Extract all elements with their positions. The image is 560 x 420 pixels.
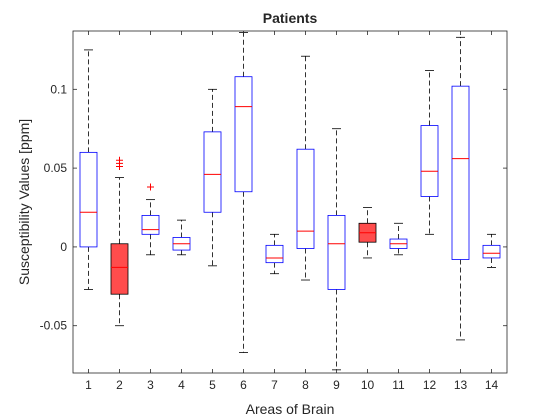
box-body <box>79 151 98 248</box>
box-body <box>265 244 284 264</box>
chart-title: Patients <box>263 10 318 26</box>
y-tick-label: 0 <box>60 240 67 254</box>
x-tick-label: 8 <box>302 378 309 392</box>
x-tick-label: 7 <box>271 378 278 392</box>
x-tick-label: 1 <box>85 378 92 392</box>
box-body <box>420 125 439 197</box>
x-tick-label: 4 <box>178 378 185 392</box>
y-tick-label: -0.05 <box>40 319 68 333</box>
box-body <box>141 214 160 235</box>
box-body <box>110 243 129 295</box>
box-body <box>482 244 501 259</box>
y-axis-label: Susceptibility Values [ppm] <box>16 119 32 285</box>
x-tick-label: 13 <box>454 378 468 392</box>
outlier-marker <box>116 156 123 164</box>
x-axis-label: Areas of Brain <box>246 401 335 417</box>
x-tick-label: 11 <box>392 378 405 392</box>
box-body <box>451 85 470 260</box>
box-body <box>327 214 346 290</box>
x-tick-label: 14 <box>485 378 499 392</box>
box-body <box>203 131 222 213</box>
x-tick-label: 2 <box>116 378 123 392</box>
chart-marks <box>79 32 501 371</box>
x-tick-label: 3 <box>147 378 154 392</box>
box-body <box>234 76 253 193</box>
y-tick-label: 0.1 <box>50 82 67 96</box>
y-tick-label: 0.05 <box>44 161 68 175</box>
box-body <box>296 148 315 249</box>
x-tick-label: 5 <box>209 378 216 392</box>
x-tick-label: 6 <box>240 378 247 392</box>
outlier-marker <box>147 183 154 191</box>
plot-area <box>73 31 507 373</box>
x-tick-label: 9 <box>333 378 340 392</box>
x-tick-label: 10 <box>361 378 375 392</box>
plot-frame <box>72 30 508 374</box>
x-tick-label: 12 <box>423 378 437 392</box>
